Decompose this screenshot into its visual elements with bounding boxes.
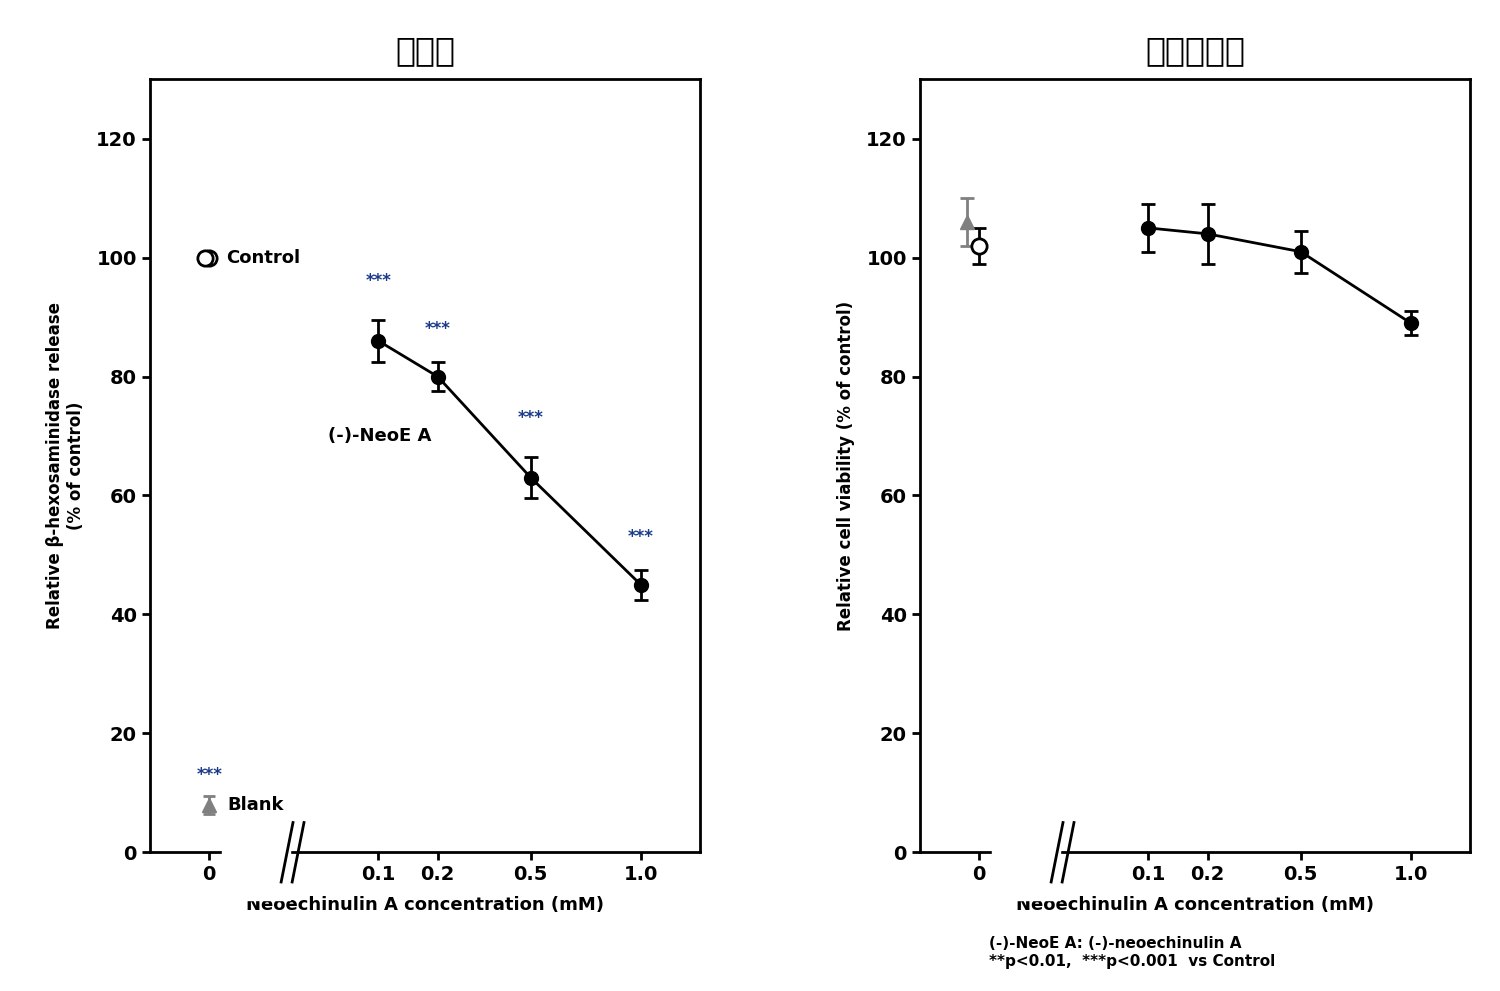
Title: 細胞生存率: 細胞生存率: [1144, 34, 1245, 66]
Y-axis label: Relative cell viability (% of control): Relative cell viability (% of control): [837, 300, 855, 631]
Text: (-)-NeoE A: (-)-NeoE A: [327, 427, 430, 445]
Y-axis label: Relative β-hexosaminidase release
(% of control): Relative β-hexosaminidase release (% of …: [46, 302, 86, 629]
Bar: [992, 840, 1059, 900]
Text: Blank: Blank: [228, 796, 285, 814]
X-axis label: Neoechinulin A concentration (mM): Neoechinulin A concentration (mM): [246, 896, 604, 914]
Text: ***: ***: [424, 320, 450, 338]
X-axis label: Neoechinulin A concentration (mM): Neoechinulin A concentration (mM): [1016, 896, 1374, 914]
Text: ***: ***: [628, 528, 654, 546]
Text: Control: Control: [226, 249, 300, 267]
Text: ***: ***: [196, 766, 222, 784]
Bar: [222, 840, 290, 900]
Title: 脱顔粒: 脱顔粒: [394, 34, 454, 66]
Text: (-)-NeoE A: (-)-neoechinulin A
**p<0.01,  ***p<0.001  vs Control: (-)-NeoE A: (-)-neoechinulin A **p<0.01,…: [990, 936, 1275, 969]
Text: ***: ***: [518, 409, 543, 427]
Text: ***: ***: [366, 273, 392, 290]
